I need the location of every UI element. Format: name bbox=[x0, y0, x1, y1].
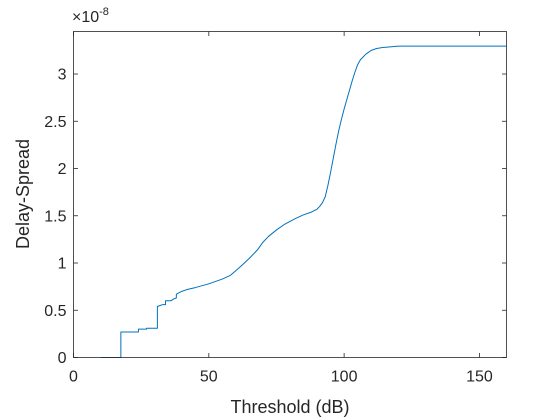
plot-area bbox=[73, 31, 506, 358]
y-multiplier: ×10-8 bbox=[72, 6, 109, 26]
x-ticks: 0 50 100 150 bbox=[69, 31, 493, 386]
y-tick-label: 1 bbox=[58, 256, 67, 273]
y-tick-label: 1.5 bbox=[44, 208, 66, 225]
y-multiplier-base: ×10 bbox=[72, 9, 99, 26]
x-tick-label: 0 bbox=[69, 369, 78, 386]
y-multiplier-exponent: -8 bbox=[99, 6, 109, 18]
x-tick-label: 50 bbox=[200, 369, 218, 386]
y-tick-label: 2 bbox=[58, 161, 67, 178]
x-axis-label: Threshold (dB) bbox=[230, 397, 349, 417]
y-tick-label: 3 bbox=[58, 67, 67, 84]
y-tick-label: 0.5 bbox=[44, 303, 66, 320]
y-ticks: 0 0.5 1 1.5 2 2.5 3 bbox=[44, 67, 507, 367]
series-line bbox=[100, 45, 507, 358]
y-axis-label: Delay-Spread bbox=[13, 139, 33, 249]
x-tick-label: 100 bbox=[331, 369, 358, 386]
plot-frame bbox=[73, 31, 507, 358]
y-tick-label: 0 bbox=[58, 350, 67, 367]
y-tick-label: 2.5 bbox=[44, 114, 66, 131]
x-tick-label: 150 bbox=[466, 369, 493, 386]
